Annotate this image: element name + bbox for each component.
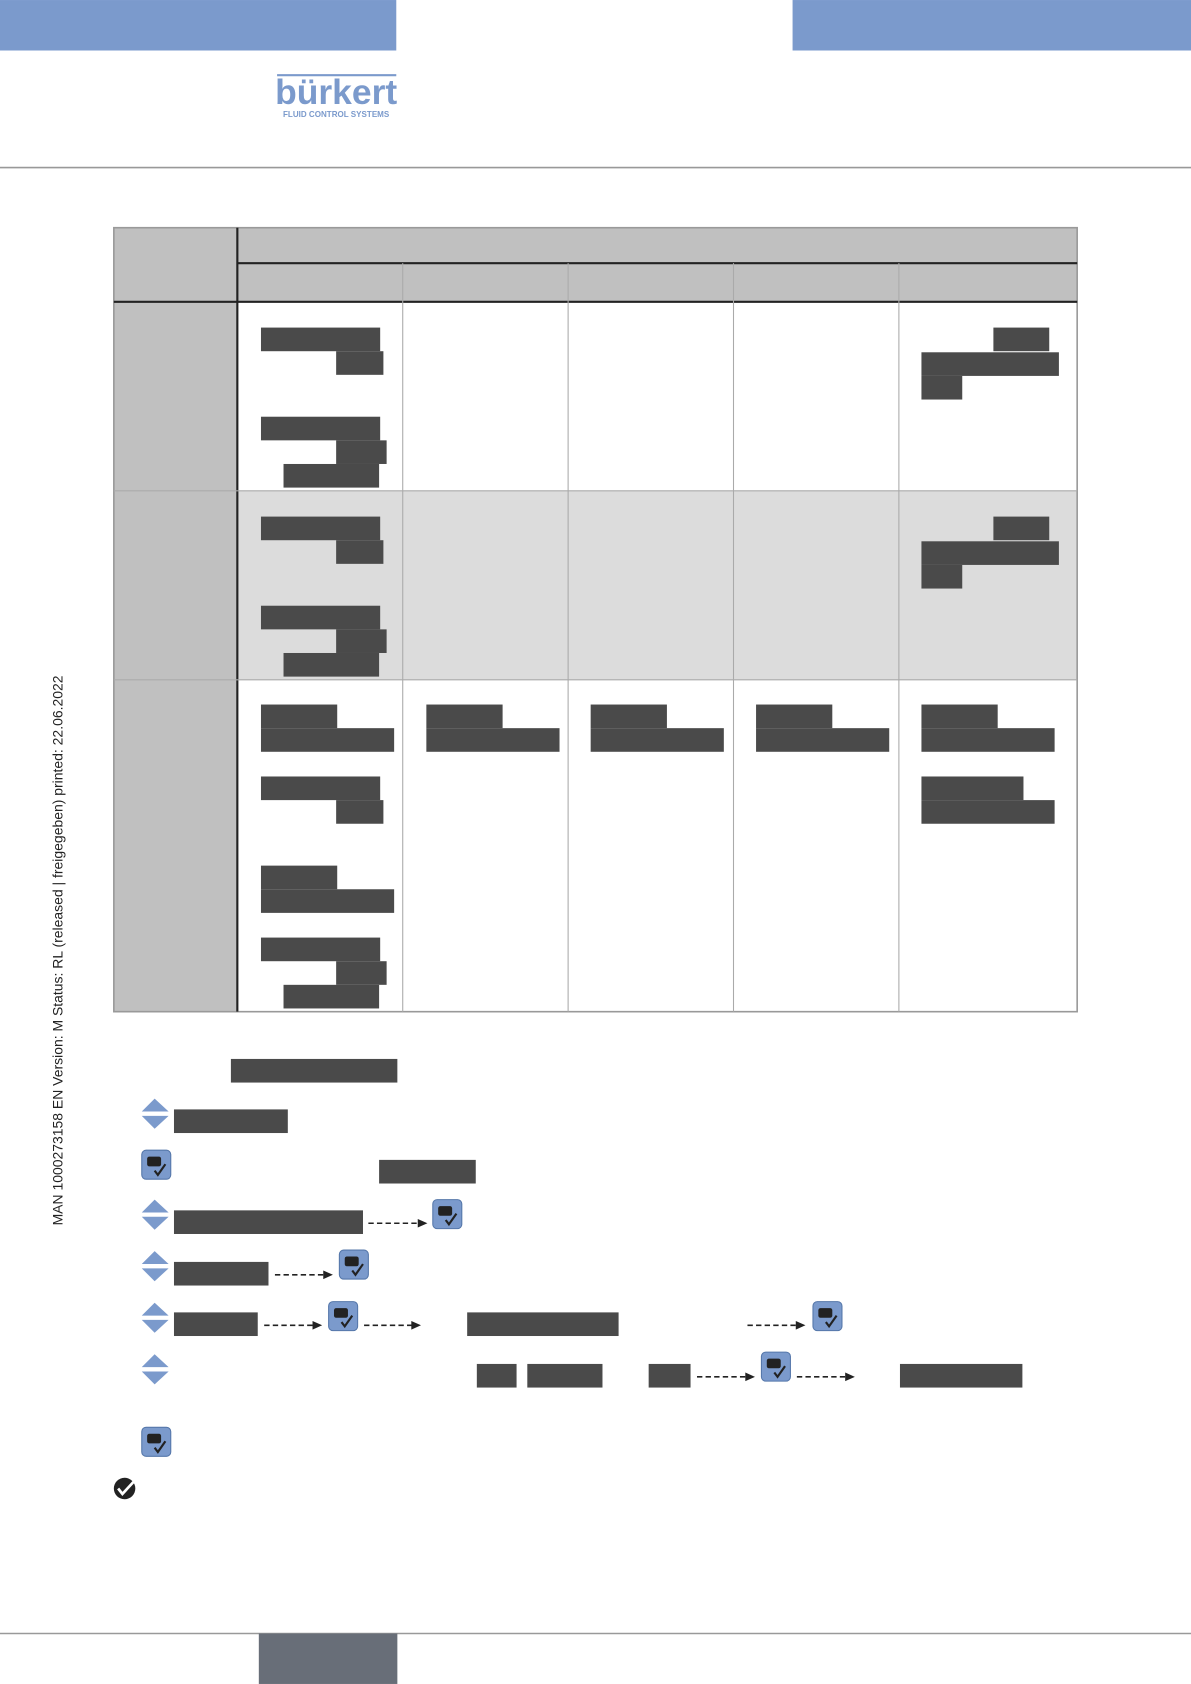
redacted-text — [921, 375, 963, 400]
table-header — [113, 227, 1078, 302]
arrow-keys — [141, 1098, 169, 1129]
redacted-text — [283, 463, 380, 488]
redacted-text — [993, 327, 1050, 352]
enter-glyph — [147, 1433, 162, 1444]
redacted-text — [260, 327, 381, 352]
arrow-head — [323, 1270, 333, 1280]
table — [113, 226, 1078, 1013]
enter-check — [153, 1163, 167, 1177]
redacted-text — [173, 1312, 258, 1337]
redacted-text — [260, 865, 338, 890]
redacted-text — [921, 800, 1055, 824]
redacted-text — [173, 1109, 288, 1134]
redacted-text — [260, 937, 381, 962]
header-bar — [792, 0, 1191, 51]
redacted-text — [921, 776, 1024, 801]
arrow-keys — [141, 1302, 169, 1333]
redacted-text — [921, 704, 998, 729]
redacted-text — [283, 984, 380, 1009]
redacted-text — [230, 1058, 398, 1083]
redacted-text — [260, 416, 381, 441]
redacted-text — [426, 728, 560, 752]
redacted-text — [336, 540, 384, 564]
redacted-text — [476, 1363, 517, 1388]
redacted-text — [260, 728, 395, 752]
result-icon — [113, 1477, 136, 1500]
redacted-text — [260, 776, 381, 801]
redacted-text — [467, 1312, 619, 1337]
enter-glyph — [766, 1358, 781, 1369]
enter-check — [773, 1365, 786, 1379]
redacted-text — [756, 728, 890, 752]
redacted-text — [527, 1363, 603, 1388]
redacted-text — [336, 961, 387, 985]
redacted-text — [173, 1210, 363, 1234]
redacted-text — [921, 541, 1059, 565]
arrow-head — [312, 1320, 323, 1330]
icons — [113, 1098, 855, 1500]
redacted-text — [426, 704, 503, 729]
sidebar-text: MAN 1000273158 EN Version: M Status: RL … — [49, 675, 65, 1225]
redacted-text — [260, 516, 381, 541]
redacted-text — [336, 800, 384, 824]
redacted-text — [899, 1363, 1023, 1388]
arrow-head — [411, 1320, 421, 1330]
arrow-head — [845, 1372, 855, 1382]
enter-glyph — [438, 1206, 453, 1216]
arrow-head — [795, 1320, 806, 1330]
arrow-keys — [141, 1199, 169, 1230]
enter-glyph — [333, 1308, 348, 1318]
redacted-text — [590, 728, 724, 752]
redacted-text — [921, 564, 963, 589]
redacted-text — [336, 351, 384, 375]
result-check — [117, 1479, 137, 1496]
redacted-text — [921, 728, 1055, 752]
arrow-head — [745, 1372, 755, 1382]
enter-glyph — [818, 1308, 833, 1318]
enter-glyph — [147, 1156, 162, 1167]
enter-glyph — [344, 1256, 359, 1267]
enter-check — [340, 1314, 354, 1329]
redacted-text — [993, 516, 1050, 541]
redacted-text — [260, 704, 338, 729]
redacted-text — [260, 605, 381, 630]
tagline: FLUID CONTROL SYSTEMS — [283, 110, 390, 119]
redacted-text — [590, 704, 667, 729]
table-border — [113, 226, 1078, 1013]
arrow-keys — [141, 1354, 169, 1385]
header-bar — [0, 0, 397, 51]
redacted-text — [379, 1159, 476, 1184]
redacted-text — [336, 440, 387, 464]
page-number-box — [258, 1633, 398, 1684]
arrow-head — [417, 1218, 428, 1228]
redacted-text — [756, 704, 833, 729]
enter-check — [351, 1263, 364, 1277]
redactions — [173, 327, 1059, 1388]
redacted-text — [336, 629, 387, 653]
redacted-text — [173, 1261, 269, 1286]
enter-check — [825, 1314, 838, 1329]
enter-check — [444, 1212, 458, 1227]
redacted-text — [283, 652, 380, 677]
redacted-text — [921, 352, 1059, 376]
redacted-text — [648, 1363, 691, 1388]
row-header — [113, 301, 238, 1012]
redacted-text — [260, 889, 395, 913]
logo: bürkert — [275, 72, 397, 112]
arrow-keys — [141, 1251, 169, 1282]
enter-check — [153, 1440, 167, 1454]
